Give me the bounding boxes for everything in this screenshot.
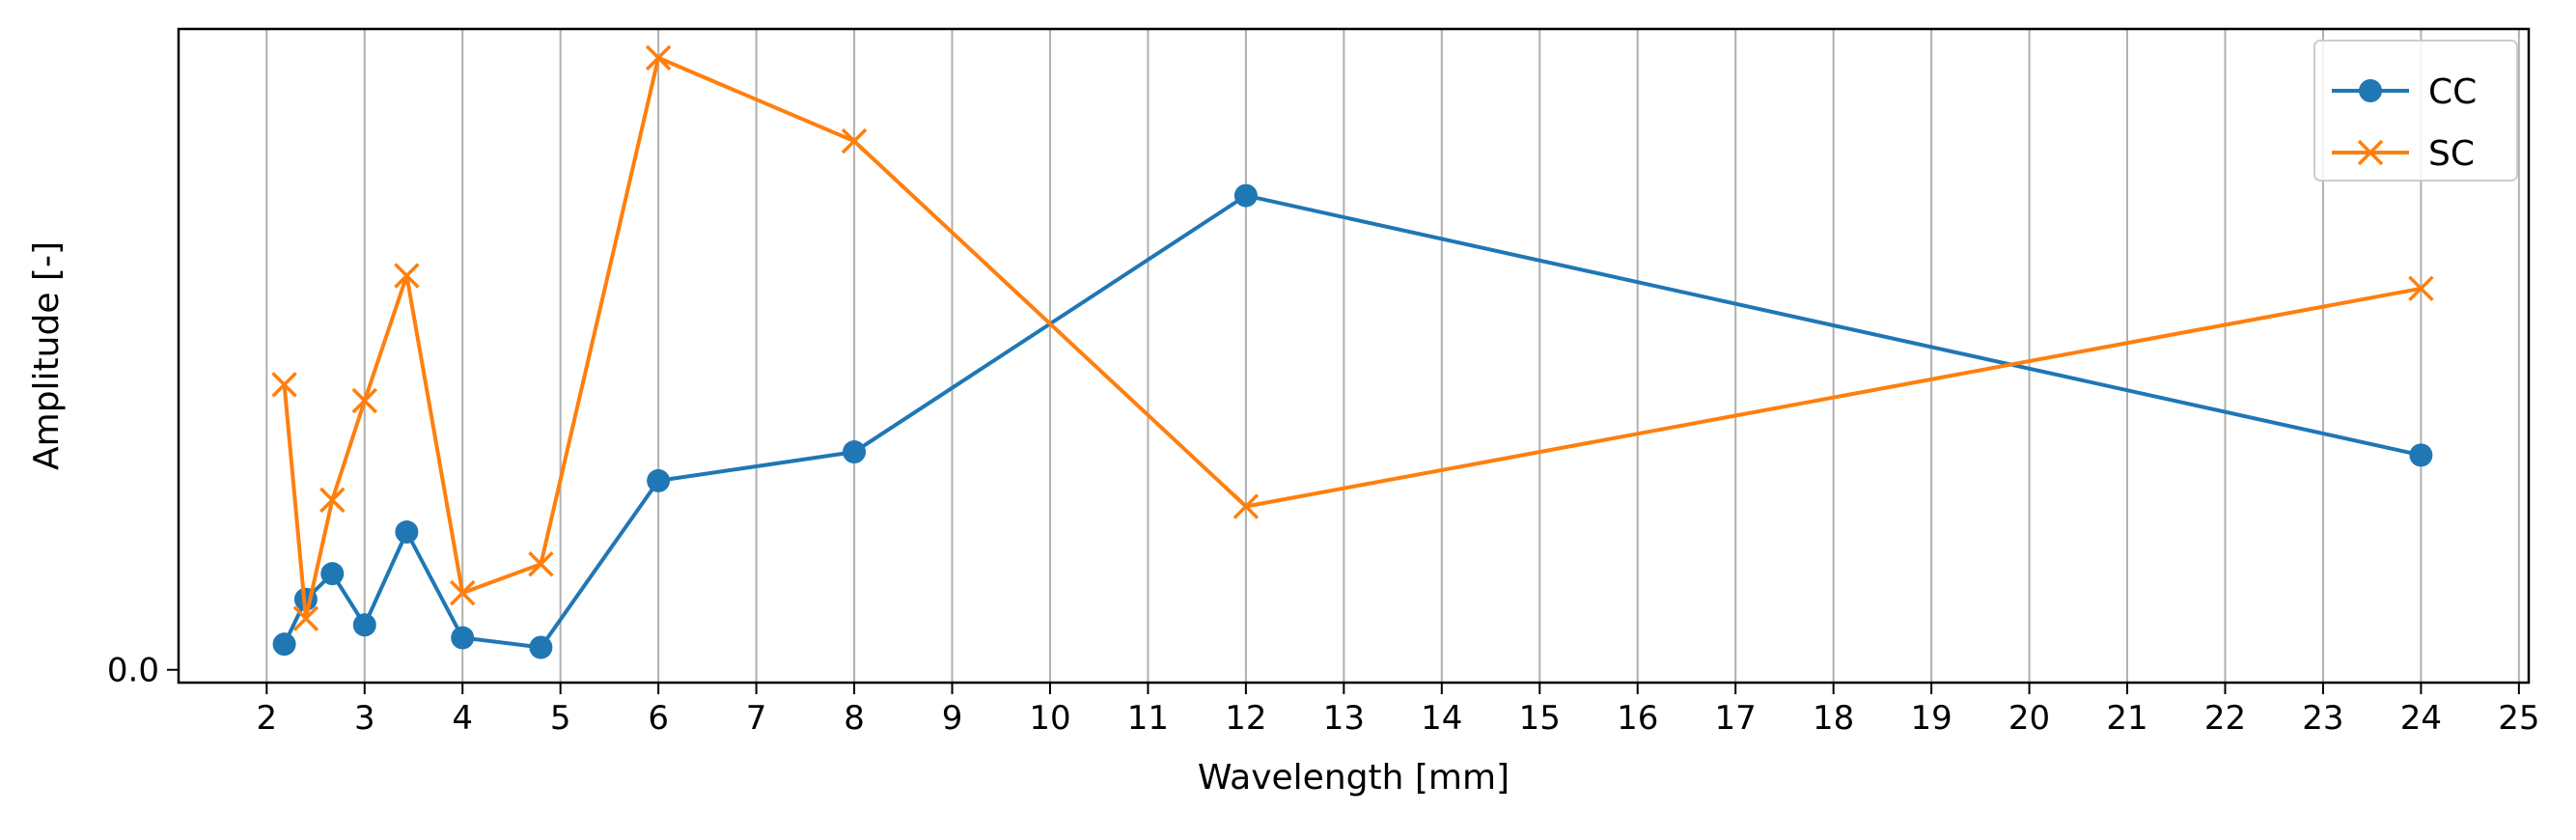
x-tick-label: 3 [354,699,375,738]
x-tick-label: 6 [648,699,669,738]
x-tick-label: 22 [2204,699,2246,738]
x-axis-label: Wavelength [mm] [1198,758,1510,798]
data-point-cc [352,613,376,637]
x-tick-label: 19 [1910,699,1952,738]
x-tick-label: 7 [746,699,767,738]
legend-item-cc: CC [2332,72,2477,112]
y-tick-label: 0.0 [107,652,159,690]
legend-label: CC [2428,72,2477,112]
legend-marker [2359,79,2382,102]
x-axis: 2 3 4 5 6 7 8 9 10 11 12 13 14 15 16 17 18 19 20 21 22 23 24 25 [256,683,2539,738]
x-tick-label: 2 [256,699,277,738]
data-point-sc [841,127,868,154]
plot-frame [177,27,2531,685]
y-axis: 0.0 [107,652,179,690]
data-point-cc [843,440,867,464]
x-tick-label: 17 [1715,699,1757,738]
x-tick-label: 25 [2498,699,2539,738]
x-tick-label: 21 [2106,699,2147,738]
data-point-sc [645,44,672,71]
x-tick-label: 24 [2400,699,2442,738]
x-tick-label: 20 [2008,699,2050,738]
series-line-cc [282,193,2422,650]
legend-box [2313,40,2518,182]
series-cc [272,183,2433,659]
data-point-sc [292,605,319,631]
series-sc [271,44,2434,631]
x-tick-label: 5 [550,699,571,738]
data-point-cc [320,562,345,586]
data-point-cc [529,635,553,659]
data-point-sc [449,579,476,606]
x-tick-label: 9 [942,699,963,738]
data-point-cc [395,520,419,545]
data-point-sc [319,487,346,514]
x-tick-label: 4 [452,699,473,738]
x-tick-label: 13 [1323,699,1365,738]
x-tick-label: 16 [1617,699,1658,738]
x-tick-label: 11 [1127,699,1169,738]
data-point-sc [351,387,378,414]
series-line-sc [282,55,2422,621]
x-tick-label: 23 [2302,699,2343,738]
data-point-cc [1233,183,1258,208]
data-point-sc [1233,493,1260,519]
y-axis-label: Amplitude [-] [27,241,67,470]
x-tick-label: 14 [1421,699,1462,738]
data-point-sc [2408,275,2434,302]
legend-marker [2357,139,2384,166]
legend-label: SC [2428,134,2475,174]
x-tick-label: 12 [1225,699,1266,738]
data-point-cc [451,626,475,650]
x-tick-label: 15 [1519,699,1561,738]
legend-item-sc: SC [2332,134,2475,174]
data-point-cc [647,468,671,492]
series-layer [271,44,2434,659]
legend: CC SC [2313,40,2518,182]
data-point-sc [528,550,554,577]
grid-lines [265,29,2520,683]
x-tick-label: 10 [1029,699,1070,738]
data-point-sc [394,263,420,289]
data-point-sc [271,372,297,398]
data-point-cc [2409,443,2433,467]
x-tick-label: 8 [844,699,865,738]
x-tick-label: 18 [1813,699,1854,738]
data-point-cc [272,632,296,657]
